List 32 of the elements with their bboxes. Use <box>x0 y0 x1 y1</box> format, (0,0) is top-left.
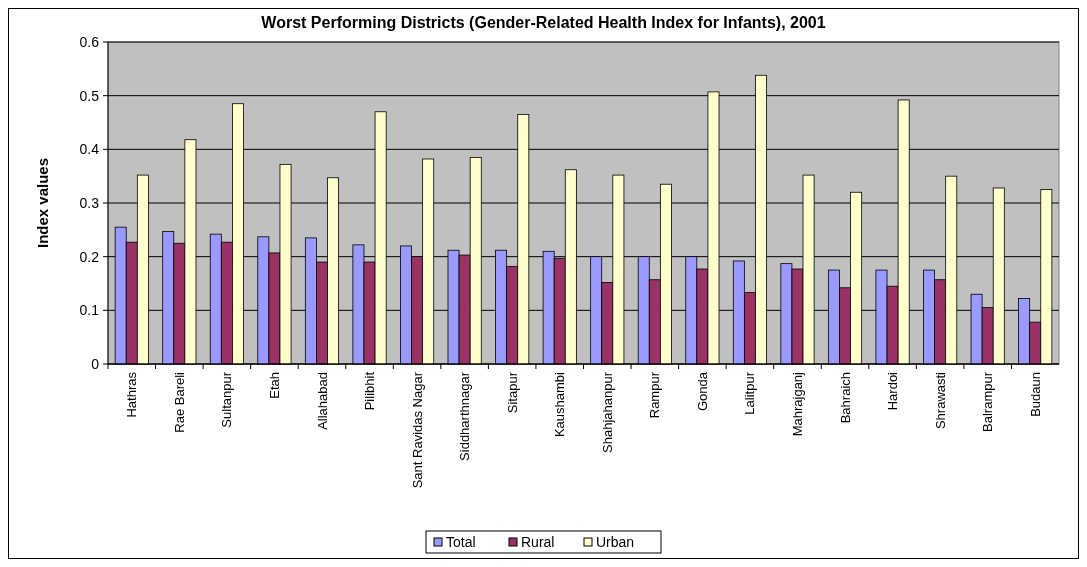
x-tick-label: Bahraich <box>837 372 853 424</box>
x-tick-label: Hathras <box>124 371 140 418</box>
y-tick-label: 0.6 <box>79 33 100 50</box>
x-tick-label: Pilibhit <box>362 371 378 411</box>
y-tick-label: 0.3 <box>79 194 100 211</box>
x-tick-label: Kaushambi <box>552 371 568 438</box>
x-tick-label: Shrawasti <box>932 371 948 430</box>
x-tick-label: Siddharthnagar <box>457 371 473 461</box>
x-tick-label: Mahrajganj <box>790 371 806 437</box>
y-tick-label: 0 <box>91 355 100 372</box>
x-tick-label: Balrampur <box>980 371 996 432</box>
x-tick-label: Etah <box>266 372 282 399</box>
y-tick-label: 0.2 <box>79 248 100 265</box>
y-tick-label: 0.5 <box>79 87 100 104</box>
legend-label: Urban <box>596 533 635 550</box>
y-tick-label: 0.1 <box>79 302 100 319</box>
x-tick-label: Rae Bareli <box>171 371 187 433</box>
y-axis-title: Index values <box>34 157 51 249</box>
x-tick-label: Rampur <box>647 371 663 419</box>
x-tick-label: Hardoi <box>885 371 901 411</box>
x-tick-label: Sultanpur <box>219 371 235 428</box>
x-tick-label: Sant Ravidas Nagar <box>409 371 425 489</box>
chart-title: Worst Performing Districts (Gender-Related Health Index for Infants), 2001 <box>261 14 826 31</box>
x-tick-label: Sitapur <box>504 371 520 414</box>
y-tick-label: 0.4 <box>79 141 100 158</box>
x-tick-label: Shahjahanpur <box>599 371 615 453</box>
x-tick-label: Gonda <box>694 371 710 412</box>
x-tick-label: Lalitpur <box>742 371 758 415</box>
x-tick-label: Allahabad <box>314 372 330 430</box>
x-tick-label: Budaun <box>1027 372 1043 417</box>
legend-label: Rural <box>521 533 555 550</box>
legend-label: Total <box>446 533 476 550</box>
